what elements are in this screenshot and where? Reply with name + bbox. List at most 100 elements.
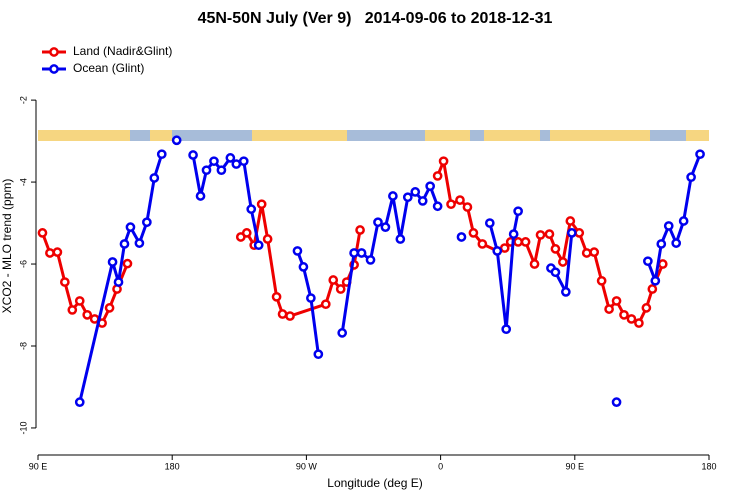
data-point — [499, 243, 510, 253]
data-point — [596, 275, 607, 286]
data-point — [253, 240, 264, 251]
chart-title: 45N-50N July (Ver 9) 2014-09-06 to 2018-… — [198, 10, 553, 27]
data-point — [410, 187, 421, 197]
data-point — [574, 228, 585, 238]
data-point — [647, 284, 658, 294]
data-point — [686, 172, 696, 183]
data-point — [298, 262, 309, 272]
data-point — [565, 216, 576, 226]
data-point — [292, 246, 303, 256]
data-point — [520, 237, 531, 247]
legend-marker — [49, 64, 59, 74]
data-point — [446, 199, 456, 210]
data-point — [492, 246, 503, 256]
data-point — [209, 156, 219, 167]
data-point — [695, 149, 705, 160]
data-point — [501, 324, 512, 335]
y-tick-label: -6 — [18, 260, 28, 268]
data-point — [634, 318, 644, 328]
land-strip — [425, 130, 650, 141]
x-tick-label: 90 E — [29, 461, 48, 471]
data-point — [581, 248, 592, 258]
data-point — [589, 247, 600, 257]
data-point — [643, 256, 653, 267]
data-point — [349, 248, 359, 258]
data-point — [82, 309, 93, 320]
data-point — [104, 303, 115, 313]
data-point — [256, 199, 267, 210]
data-point — [320, 299, 331, 310]
x-tick-label: 0 — [438, 461, 443, 471]
map-strip — [38, 130, 709, 141]
x-tick-label: 180 — [701, 461, 716, 471]
data-point — [306, 293, 316, 303]
ocean-strip — [38, 130, 709, 141]
data-point — [604, 304, 614, 314]
x-tick-label: 90 E — [566, 461, 585, 471]
data-point — [337, 328, 348, 338]
ocean-strip — [470, 130, 484, 141]
data-point — [395, 234, 406, 244]
data-point — [52, 247, 63, 257]
data-point — [171, 135, 182, 146]
data-point — [74, 397, 85, 407]
y-tick-label: -2 — [18, 96, 28, 104]
data-point — [678, 216, 689, 226]
data-point — [550, 244, 561, 254]
x-axis-title: Longitude (deg E) — [327, 476, 422, 490]
data-point — [355, 225, 365, 235]
data-point — [285, 311, 295, 321]
y-tick-label: -8 — [18, 342, 28, 350]
y-tick-label: -4 — [18, 178, 28, 186]
data-point — [626, 314, 637, 324]
land-strip — [252, 130, 347, 141]
data-point — [641, 303, 652, 313]
data-point — [74, 296, 85, 306]
data-point — [113, 277, 124, 287]
data-point — [508, 229, 519, 239]
data-point — [462, 202, 473, 212]
data-point — [373, 217, 383, 228]
data-point — [438, 156, 449, 167]
data-point — [201, 165, 212, 176]
data-point — [149, 173, 160, 183]
data-point — [484, 218, 495, 228]
data-point — [544, 229, 555, 239]
data-point — [650, 275, 661, 286]
data-point — [513, 206, 523, 217]
data-point — [611, 296, 622, 306]
data-point — [365, 255, 376, 265]
data-point — [425, 181, 436, 192]
ocean-strip — [540, 130, 550, 141]
data-point — [328, 275, 339, 285]
y-axis-title: XCO2 - MLO trend (ppm) — [0, 179, 14, 314]
data-point — [335, 284, 346, 294]
data-point — [477, 239, 488, 249]
data-point — [37, 228, 48, 238]
legend-label: Ocean (Glint) — [73, 61, 144, 75]
data-point — [663, 221, 674, 231]
data-point — [134, 238, 145, 248]
land-strip — [686, 130, 709, 141]
data-point — [432, 171, 443, 181]
data-point — [611, 397, 622, 407]
data-point — [271, 291, 282, 302]
data-point — [231, 159, 242, 169]
data-point — [216, 165, 227, 176]
data-point — [225, 153, 236, 163]
data-point — [388, 191, 398, 201]
legend-label: Land (Nadir&Glint) — [73, 44, 172, 58]
x-tick-label: 180 — [165, 461, 180, 471]
data-point — [550, 267, 561, 278]
data-point — [195, 191, 206, 201]
data-point — [241, 228, 252, 238]
data-point — [558, 257, 568, 267]
data-point — [122, 258, 133, 269]
data-point — [656, 239, 667, 249]
data-point — [535, 230, 546, 240]
land-strip — [38, 130, 130, 141]
data-point — [671, 238, 682, 248]
data-point — [313, 349, 324, 360]
data-point — [402, 192, 413, 203]
